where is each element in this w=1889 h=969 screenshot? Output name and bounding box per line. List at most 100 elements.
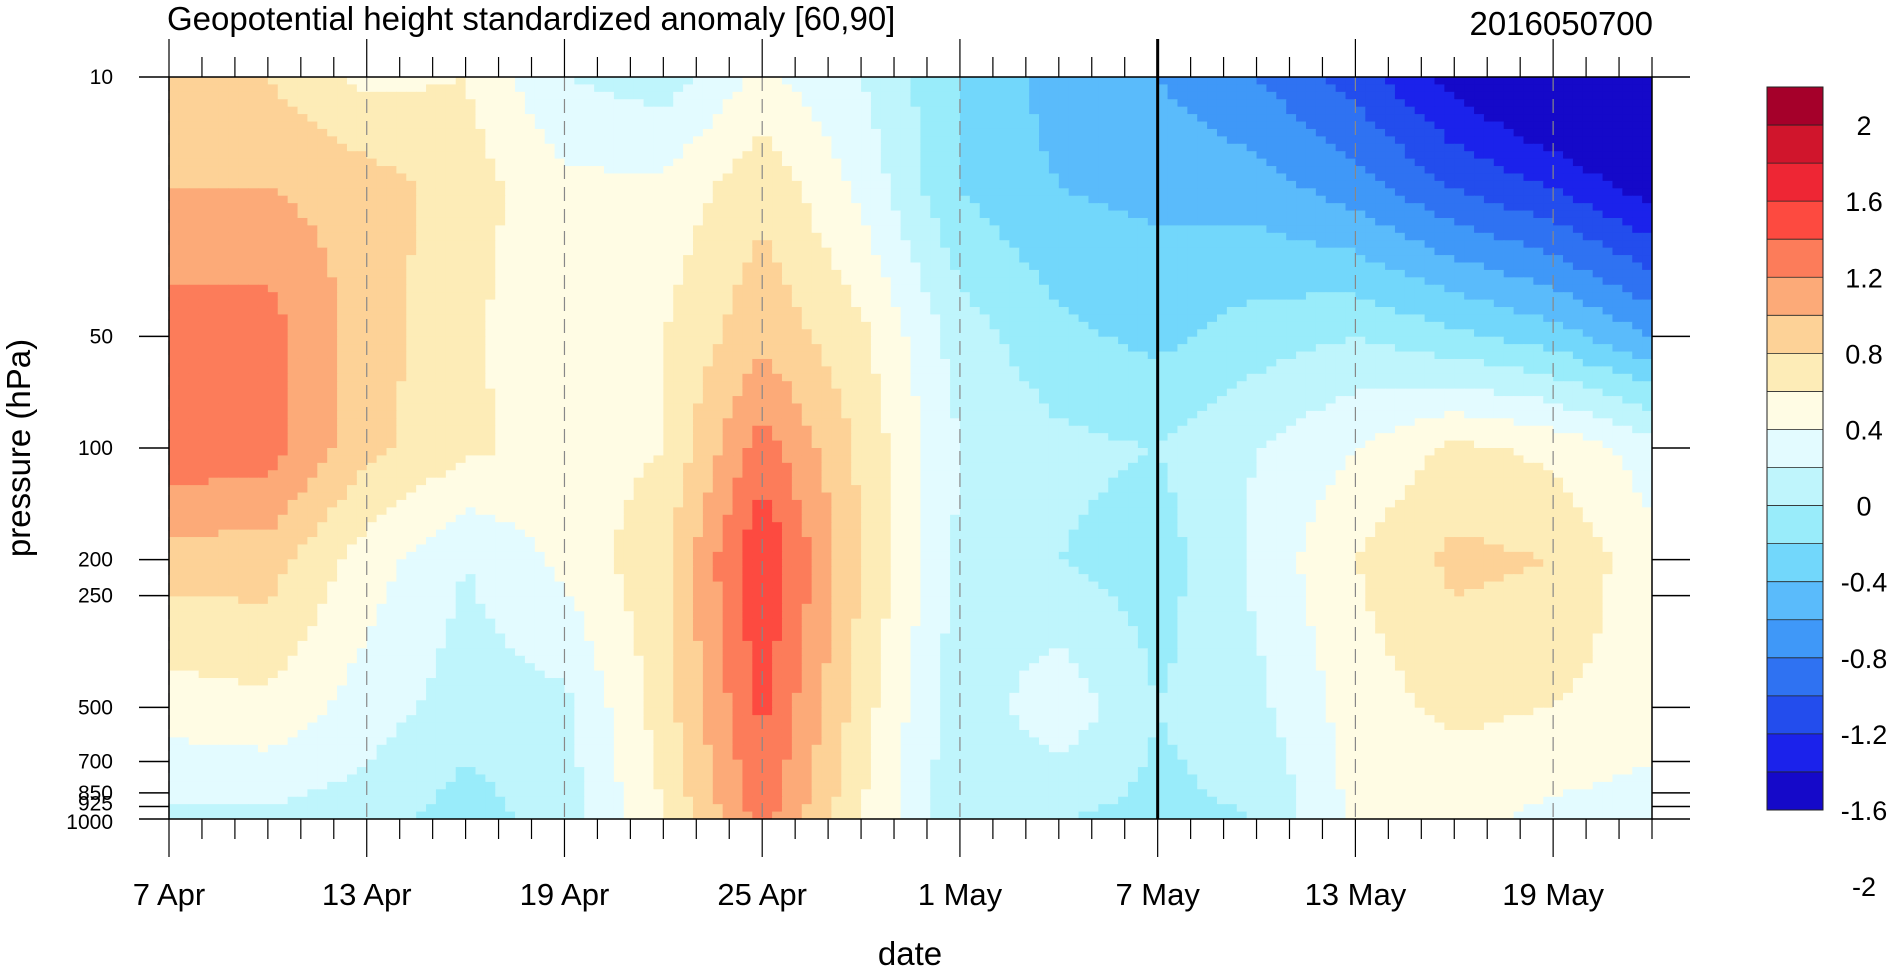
field-cell [505, 166, 516, 175]
field-cell [505, 240, 516, 249]
field-cell [406, 77, 417, 86]
field-cell [445, 166, 457, 175]
field-cell [861, 121, 872, 130]
field-cell [1068, 136, 1080, 145]
field-cell [406, 114, 417, 123]
field-cell [544, 106, 556, 115]
field-cell [426, 232, 437, 241]
field-cell [346, 262, 358, 271]
field-cell [1098, 284, 1109, 293]
field-cell [594, 151, 605, 160]
field-cell [752, 277, 763, 286]
field-cell [208, 292, 220, 301]
field-cell [604, 128, 615, 137]
field-cell [1533, 180, 1544, 189]
field-cell [712, 188, 724, 197]
field-cell [1088, 195, 1099, 204]
field-cell [1266, 166, 1277, 175]
field-cell [1533, 121, 1544, 130]
field-cell [455, 321, 467, 330]
field-cell [1385, 247, 1396, 256]
field-cell [554, 314, 566, 323]
field-cell [1137, 106, 1149, 115]
field-cell [465, 240, 477, 249]
field-cell [465, 314, 477, 323]
field-cell [426, 314, 437, 323]
field-cell [248, 240, 259, 249]
field-cell [534, 99, 546, 108]
field-cell [880, 121, 892, 130]
field-cell [1039, 262, 1050, 271]
field-cell [376, 307, 388, 316]
field-cell [1029, 114, 1040, 123]
field-cell [1147, 84, 1159, 93]
field-cell [445, 180, 457, 189]
field-cell [1098, 180, 1109, 189]
field-cell [564, 321, 575, 330]
field-cell [376, 247, 388, 256]
field-cell [1642, 143, 1652, 152]
field-cell [1108, 121, 1119, 130]
field-cell [1414, 121, 1426, 130]
field-cell [772, 91, 783, 100]
field-cell [1404, 136, 1416, 145]
field-cell [633, 240, 645, 249]
field-cell [515, 121, 526, 130]
field-cell [781, 232, 793, 241]
field-cell [435, 203, 447, 212]
field-cell [257, 84, 269, 93]
field-cell [406, 292, 417, 301]
field-cell [1325, 292, 1337, 301]
field-cell [821, 121, 833, 130]
field-cell [169, 210, 180, 219]
field-cell [1553, 247, 1564, 256]
field-cell [841, 128, 852, 137]
field-cell [1315, 255, 1327, 264]
field-cell [673, 225, 684, 234]
field-cell [1464, 232, 1475, 241]
field-cell [435, 180, 447, 189]
field-cell [337, 151, 348, 160]
field-cell [772, 99, 783, 108]
field-cell [821, 195, 833, 204]
field-cell [762, 284, 773, 293]
field-cell [1553, 255, 1564, 264]
field-cell [1335, 299, 1347, 308]
field-cell [455, 203, 467, 212]
field-cell [1474, 292, 1485, 301]
field-cell [515, 247, 526, 256]
field-cell [455, 262, 467, 271]
field-cell [1523, 77, 1534, 86]
field-cell [554, 151, 566, 160]
field-cell [1286, 106, 1297, 115]
field-cell [623, 106, 635, 115]
field-cell [1048, 91, 1060, 100]
field-cell [515, 91, 526, 100]
field-cell [1474, 136, 1485, 145]
field-cell [515, 136, 526, 145]
field-cell [1048, 203, 1060, 212]
field-cell [1563, 240, 1574, 249]
field-cell [1236, 151, 1248, 160]
field-cell [1039, 240, 1050, 249]
field-cell [801, 247, 813, 256]
field-cell [959, 121, 971, 130]
field-cell [248, 128, 259, 137]
field-cell [604, 99, 615, 108]
field-cell [663, 240, 674, 249]
field-cell [1325, 255, 1337, 264]
field-cell [692, 99, 704, 108]
field-cell [1266, 269, 1277, 278]
field-cell [396, 203, 407, 212]
field-cell [1563, 114, 1574, 123]
field-cell [1266, 151, 1277, 160]
field-cell [722, 84, 734, 93]
field-cell [1592, 158, 1604, 167]
field-cell [811, 77, 823, 86]
field-cell [890, 255, 902, 264]
field-cell [1246, 151, 1258, 160]
field-cell [821, 203, 833, 212]
field-cell [623, 203, 635, 212]
field-cell [623, 262, 635, 271]
field-cell [930, 136, 941, 145]
